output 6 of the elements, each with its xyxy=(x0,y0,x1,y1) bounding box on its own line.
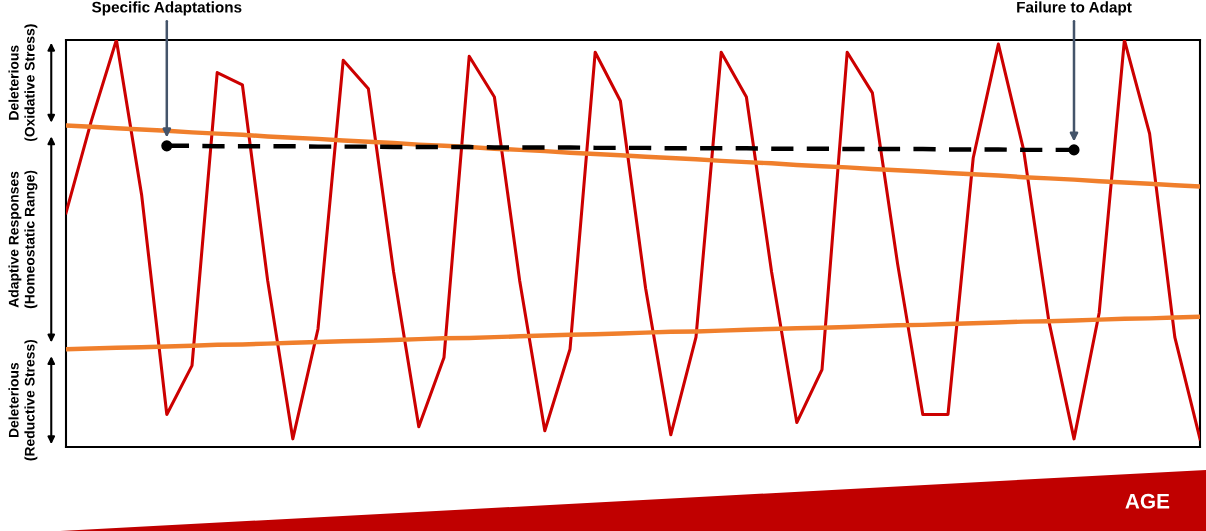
text: Deleterious (Oxidative Stress) xyxy=(8,24,38,142)
text: Failure to Adapt xyxy=(1017,1,1132,16)
text: AGE xyxy=(1125,493,1170,509)
text: Adaptive Responses (Homeostatic Range) xyxy=(8,170,38,309)
text: Specific Adaptations xyxy=(91,1,242,16)
text: Deleterious (Reductive Stress) xyxy=(8,339,38,461)
